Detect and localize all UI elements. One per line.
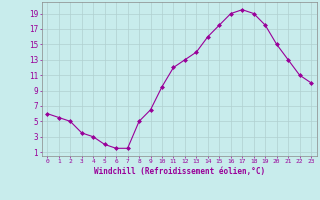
X-axis label: Windchill (Refroidissement éolien,°C): Windchill (Refroidissement éolien,°C) [94, 167, 265, 176]
